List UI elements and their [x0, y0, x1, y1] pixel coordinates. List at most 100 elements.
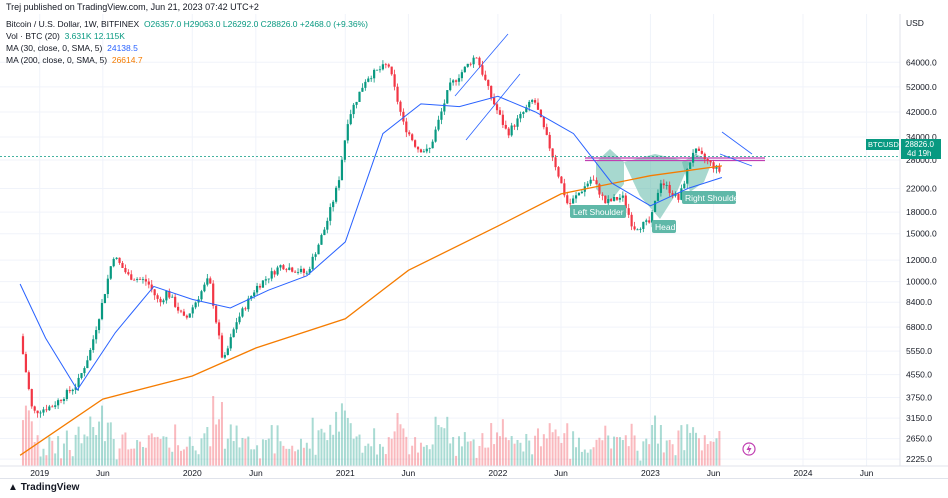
candle-body	[311, 256, 314, 270]
volume-bar	[133, 448, 136, 466]
candle-body	[168, 291, 171, 298]
legend-ma30-label[interactable]: MA (30, close, 0, SMA, 5)	[6, 43, 103, 53]
candle-body	[77, 377, 80, 388]
price-tick-0: 64000.0	[906, 57, 937, 67]
candle-body	[235, 322, 238, 330]
volume-bar	[633, 435, 636, 466]
candle-body	[563, 183, 566, 196]
legend-symbol[interactable]: Bitcoin / U.S. Dollar, 1W, BITFINEX	[6, 19, 140, 29]
volume-bar	[62, 443, 65, 466]
volume-bar	[577, 437, 580, 466]
candle-body	[700, 150, 703, 154]
volume-bar	[171, 451, 174, 466]
volume-bar	[194, 450, 197, 466]
volume-bar	[425, 445, 428, 466]
candle-body	[346, 124, 349, 141]
legend-symbol-row: Bitcoin / U.S. Dollar, 1W, BITFINEX O263…	[6, 18, 368, 30]
price-axis-ticks[interactable]: 64000.0 52000.0 42000.0 34000.0 28000.0 22000…	[906, 57, 937, 464]
volume-bar	[197, 454, 200, 466]
currency-label: USD	[906, 18, 924, 28]
volume-bar	[127, 449, 130, 466]
volume-bar	[487, 447, 490, 466]
candle-body	[431, 141, 434, 149]
tradingview-logo[interactable]: ▲ TradingView	[8, 482, 79, 493]
price-tick-17: 2225.0	[906, 454, 932, 464]
candle-body	[171, 296, 174, 298]
candle-body	[226, 348, 229, 355]
candle-body	[267, 278, 270, 280]
volume-bar	[551, 432, 554, 466]
candle-body	[130, 274, 133, 280]
legend-ma30-value: 24138.5	[107, 43, 138, 53]
alert-icon[interactable]	[742, 442, 756, 456]
volume-bar	[399, 424, 402, 466]
left-shoulder-label: Left Shoulder	[573, 207, 624, 217]
candle-body	[662, 183, 665, 186]
candle-body	[299, 268, 303, 273]
time-axis-ticks[interactable]: 2019 Jun 2020 Jun 2021 Jun 2022 Jun 2023 Jun 2024 J…	[30, 468, 873, 478]
volume-bar	[639, 460, 642, 466]
candle-body	[285, 269, 288, 271]
volume-bar	[45, 455, 48, 466]
candle-body	[65, 390, 68, 400]
volume-bar	[665, 440, 668, 466]
volume-bar	[490, 423, 493, 466]
candle-body	[83, 368, 86, 374]
price-tick-14: 3750.0	[906, 392, 932, 402]
price-tick-12: 5550.0	[906, 346, 932, 356]
candle-body	[419, 149, 423, 153]
candle-body	[133, 279, 136, 281]
volume-bar	[525, 433, 528, 466]
volume-bar	[364, 445, 367, 466]
price-chart[interactable]: Left Shoulder Head Right Shoulder USD 64…	[0, 14, 948, 478]
candle-body	[651, 212, 654, 223]
volume-bar	[419, 442, 422, 466]
candle-body	[507, 128, 510, 136]
candle-body	[212, 283, 215, 306]
candle-body	[352, 104, 355, 115]
price-tick-5: 22000.0	[906, 183, 937, 193]
volume-bar	[57, 436, 60, 466]
price-tick-10: 8400.0	[906, 297, 932, 307]
volume-bar	[601, 440, 604, 466]
volume-bar	[177, 445, 180, 466]
candle-body	[305, 272, 308, 274]
legend-volume-label[interactable]: Vol · BTC (20)	[6, 31, 60, 41]
ma30-line	[19, 95, 723, 391]
volume-bar	[226, 438, 229, 466]
volume-bar	[642, 441, 645, 466]
volume-bar	[305, 442, 308, 466]
candle-body	[446, 90, 449, 104]
candle-body	[36, 410, 39, 414]
candle-body	[422, 151, 425, 153]
candle-body	[466, 63, 469, 67]
publisher-text: Trej published on TradingView.com, Jun 2…	[6, 2, 259, 12]
legend: Bitcoin / U.S. Dollar, 1W, BITFINEX O263…	[6, 18, 368, 66]
candle-body	[683, 183, 686, 189]
lightning-icon	[746, 444, 752, 454]
candle-body	[244, 308, 247, 310]
candle-body	[615, 197, 619, 200]
grid-lines	[0, 14, 900, 466]
candle-body	[665, 184, 668, 186]
candle-body	[375, 69, 379, 71]
volume-bar	[130, 448, 133, 466]
legend-ma200-label[interactable]: MA (200, close, 0, SMA, 5)	[6, 55, 108, 65]
candle-body	[586, 183, 589, 187]
candle-body	[141, 279, 145, 280]
candle-body	[642, 221, 645, 229]
candle-body	[633, 226, 636, 230]
volume-bar	[311, 417, 314, 466]
candle-body	[493, 97, 496, 105]
candle-body	[57, 400, 60, 406]
candle-body	[396, 86, 399, 102]
volume-bar	[247, 436, 250, 466]
candle-body	[689, 162, 692, 169]
candle-body	[475, 57, 478, 59]
candle-body	[536, 102, 540, 110]
candle-body	[121, 262, 124, 268]
time-tick-0: 2019	[30, 468, 49, 478]
volume-bar	[618, 437, 621, 466]
candle-body	[510, 125, 513, 136]
price-tick-15: 3150.0	[906, 413, 932, 423]
